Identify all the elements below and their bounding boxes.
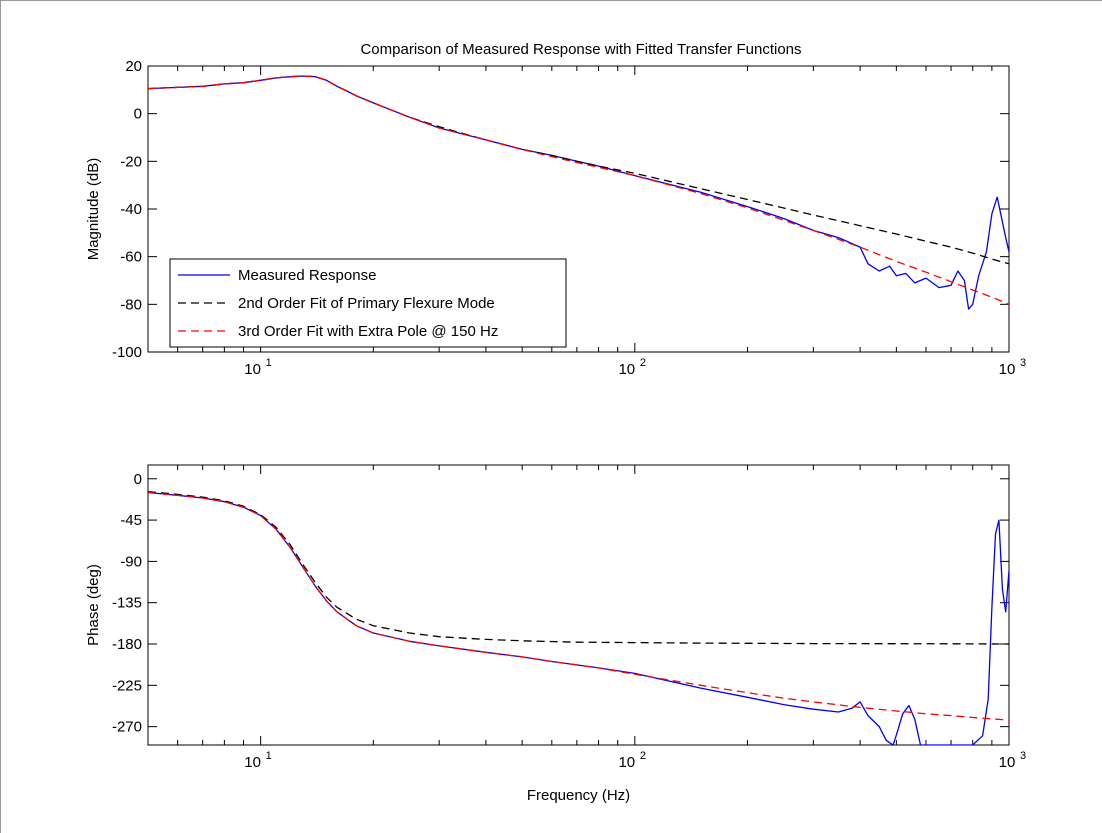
phase-y-axis-title: Phase (deg) (85, 564, 102, 646)
chart-title: Comparison of Measured Response with Fit… (360, 41, 801, 58)
magnitude-x-tick-exp: 3 (1020, 357, 1026, 369)
phase-y-tick-label: -270 (112, 719, 142, 736)
phase-y-tick-label: -45 (120, 512, 142, 529)
magnitude-y-tick-label: -80 (120, 296, 142, 313)
phase-x-tick-exp: 2 (640, 750, 646, 762)
phase-x-tick-base: 10 (999, 754, 1016, 771)
phase-x-tick-base: 10 (244, 754, 261, 771)
phase-x-tick-label: 10 1 (244, 750, 271, 771)
magnitude-series-measured-response-line (148, 75, 1009, 310)
phase-panel: 10 1 10 2 10 3 0 -45 -90 -135 -180 -225 -270 Phase (d… (85, 464, 1026, 804)
legend-box (169, 258, 567, 348)
magnitude-x-tick-exp: 1 (266, 357, 272, 369)
magnitude-y-tick-label: 0 (134, 106, 142, 123)
magnitude-x-tick-label: 10 3 (999, 357, 1026, 378)
magnitude-x-tick-base: 10 (618, 361, 635, 378)
phase-axes-box (147, 464, 1010, 746)
phase-x-tick-exp: 1 (266, 750, 272, 762)
phase-y-tick-label: 0 (134, 471, 142, 488)
magnitude-y-axis-title: Magnitude (dB) (85, 158, 102, 261)
phase-x-axis-title: Frequency (Hz) (527, 787, 630, 804)
legend: Measured Response 2nd Order Fit of Primar… (169, 258, 567, 348)
phase-x-tick-label: 10 2 (618, 750, 645, 771)
magnitude-x-tick-label: 10 1 (244, 357, 271, 378)
phase-y-tick-label: -225 (112, 677, 142, 694)
magnitude-x-tick-base: 10 (244, 361, 261, 378)
magnitude-x-tick-base: 10 (999, 361, 1016, 378)
magnitude-x-tick-exp: 2 (640, 357, 646, 369)
magnitude-y-tick-label: -40 (120, 201, 142, 218)
magnitude-series-third-order-fit-line (148, 75, 1009, 305)
legend-label-1: 2nd Order Fit of Primary Flexure Mode (238, 295, 495, 312)
magnitude-y-tick-label: -100 (112, 344, 142, 361)
phase-y-tick-label: -135 (112, 595, 142, 612)
magnitude-data-area (148, 75, 1009, 310)
phase-x-tick-label: 10 3 (999, 750, 1026, 771)
phase-series-third-order-fit-line (148, 491, 1009, 721)
phase-y-tick-label: -90 (120, 553, 142, 570)
magnitude-y-tick-label: 20 (125, 58, 142, 75)
legend-label-2: 3rd Order Fit with Extra Pole @ 150 Hz (238, 323, 498, 340)
magnitude-y-tick-label: -20 (120, 153, 142, 170)
phase-data-area (148, 490, 1009, 745)
legend-label-0: Measured Response (238, 267, 376, 284)
phase-x-tick-base: 10 (618, 754, 635, 771)
phase-y-tick-label: -180 (112, 636, 142, 653)
magnitude-panel: 10 1 10 2 10 3 20 0 -20 -40 -60 -80 -100 Magnitude (d… (85, 58, 1026, 378)
phase-x-tick-exp: 3 (1020, 750, 1026, 762)
magnitude-y-tick-label: -60 (120, 249, 142, 266)
magnitude-x-tick-label: 10 2 (618, 357, 645, 378)
